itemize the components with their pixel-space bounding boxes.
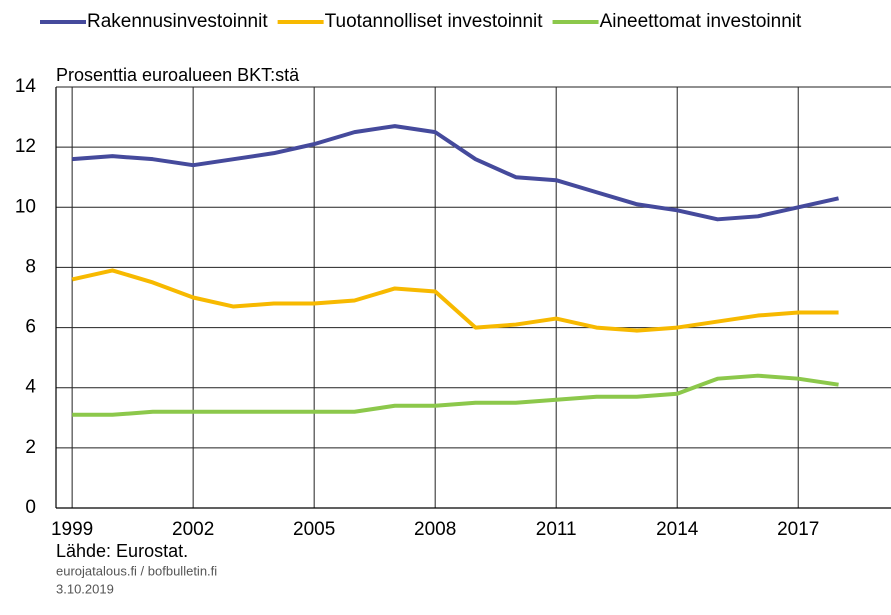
series-line <box>71 124 839 222</box>
y-tick-label: 14 <box>15 76 37 97</box>
x-tick-label: 2011 <box>536 519 577 540</box>
y-tick-label: 8 <box>25 256 36 277</box>
y-tick-label: 4 <box>25 377 36 398</box>
date: 3.10.2019 <box>56 581 114 596</box>
source: Lähde: Eurostat. <box>56 541 188 561</box>
y-tick-label: 6 <box>25 317 36 338</box>
series-line <box>72 373 839 417</box>
website: eurojatalous.fi / bofbulletin.fi <box>56 563 217 578</box>
legend-label: Rakennusinvestoinnit <box>87 11 268 32</box>
x-tick-label: 2014 <box>656 519 699 540</box>
x-tick-label: 2002 <box>172 519 214 540</box>
x-tick-label: 2008 <box>414 519 456 540</box>
legend-label: Aineettomat investoinnit <box>600 11 802 32</box>
y-tick-label: 10 <box>15 196 36 217</box>
x-tick-label: 1999 <box>51 519 93 540</box>
legend-label: Tuotannolliset investoinnit <box>325 11 544 32</box>
y-tick-label: 2 <box>25 437 36 458</box>
y-tick-label: 12 <box>15 136 36 157</box>
y-axis-label: Prosenttia euroalueen BKT:stä <box>56 65 300 85</box>
y-tick-label: 0 <box>25 497 36 518</box>
x-tick-label: 2017 <box>777 519 819 540</box>
series-line <box>71 268 839 333</box>
x-tick-label: 2005 <box>293 519 335 540</box>
